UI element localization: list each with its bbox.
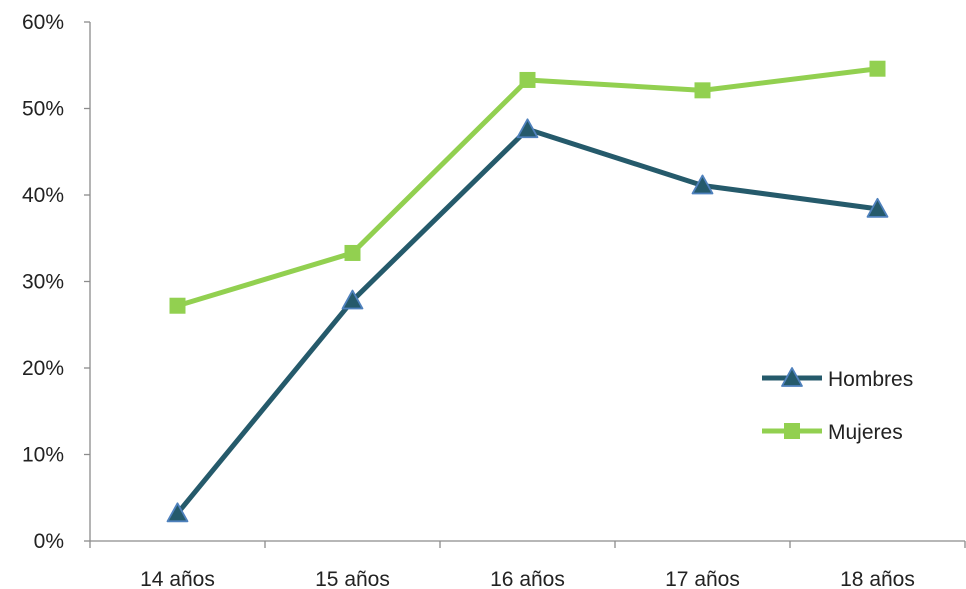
x-tick-label: 18 años: [840, 568, 915, 589]
y-tick-label: 10%: [22, 444, 64, 467]
data-point: [519, 71, 536, 88]
legend-marker: [781, 367, 803, 387]
data-point: [344, 244, 361, 261]
legend: Hombres Mujeres: [762, 367, 913, 444]
y-tick-label: 40%: [22, 184, 64, 207]
data-point: [866, 197, 889, 218]
data-point: [694, 82, 711, 99]
data-point: [169, 297, 186, 314]
x-tick-label: 17 años: [665, 568, 740, 589]
legend-item-hombres: Hombres: [762, 367, 913, 391]
x-tick-label: 15 años: [315, 568, 390, 589]
data-point: [516, 118, 539, 139]
series-hombres: [166, 118, 889, 523]
legend-marker: [784, 423, 800, 439]
y-tick-label: 20%: [22, 357, 64, 380]
legend-label: Hombres: [828, 368, 913, 391]
data-point: [341, 289, 364, 310]
x-tick-label: 14 años: [140, 568, 215, 589]
y-tick-label: 0%: [34, 530, 64, 553]
y-tick-label: 30%: [22, 271, 64, 294]
x-tick-label: 16 años: [490, 568, 565, 589]
series-mujeres: [169, 60, 886, 314]
axes: 0% 10% 20% 30% 40% 50% 60% 14 años 15 años 16 año…: [22, 11, 966, 589]
data-point: [691, 174, 714, 195]
legend-item-mujeres: Mujeres: [762, 421, 903, 444]
data-point: [166, 502, 189, 523]
series-layer: [166, 60, 889, 523]
legend-label: Mujeres: [828, 421, 903, 444]
data-point: [869, 60, 886, 77]
series-line: [175, 126, 880, 516]
y-tick-label: 50%: [22, 98, 64, 121]
series-line: [175, 66, 880, 309]
y-tick-label: 60%: [22, 11, 64, 34]
